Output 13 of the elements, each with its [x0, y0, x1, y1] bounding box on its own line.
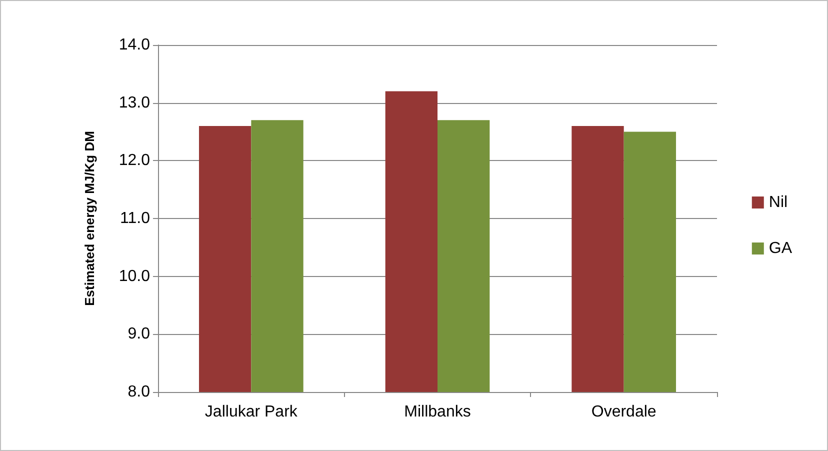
y-tick-label: 9.0: [128, 326, 150, 343]
y-tick-label: 12.0: [118, 152, 150, 170]
legend-label: GA: [768, 240, 792, 257]
y-tick-label: 14.0: [118, 36, 150, 54]
y-tick-label: 13.0: [118, 94, 150, 112]
x-tick-label: Millbanks: [404, 404, 471, 420]
y-tick-label: 10.0: [118, 268, 150, 285]
x-tick-label: Overdale: [591, 404, 656, 420]
y-axis-title: Estimated energy MJ/Kg DM: [82, 131, 97, 306]
y-tick-label: 8.0: [128, 384, 150, 400]
y-tick-label: 11.0: [120, 210, 150, 227]
x-tick-label: Jallukar Park: [204, 404, 298, 420]
legend-label: Nil: [768, 194, 788, 211]
